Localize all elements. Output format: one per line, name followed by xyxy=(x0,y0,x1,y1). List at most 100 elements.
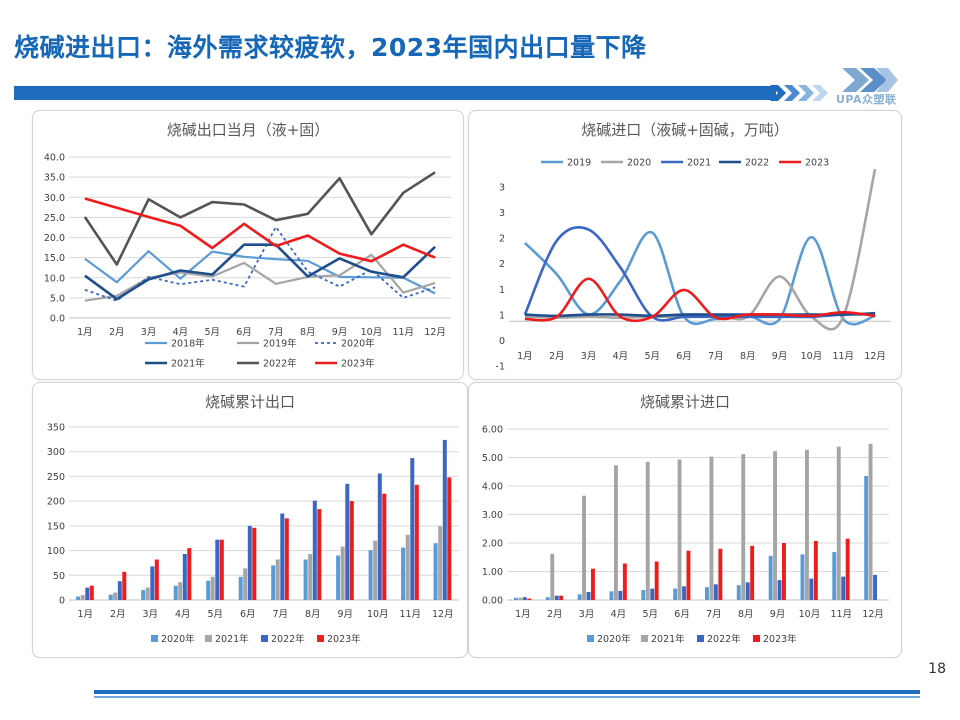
bar-2021年-2月 xyxy=(113,592,118,600)
bar-2021年-5月 xyxy=(645,461,650,600)
x-tick-label: 12月 xyxy=(424,327,446,338)
x-tick-label: 10月 xyxy=(799,609,821,620)
bar-2022年-7月 xyxy=(280,513,285,600)
y-tick-label: 4.00 xyxy=(482,482,503,493)
y-tick-label: 40.0 xyxy=(44,153,65,164)
x-tick-label: 3月 xyxy=(579,609,595,620)
legend-label: 2022年 xyxy=(271,633,305,645)
bar-2022年-4月 xyxy=(182,554,187,600)
bar-2022年-1月 xyxy=(522,597,527,600)
y-tick-label: 30.0 xyxy=(44,193,65,204)
x-tick-label: 3月 xyxy=(141,327,157,338)
bar-2021年-12月 xyxy=(868,443,873,600)
y-tick-label: 25.0 xyxy=(44,213,65,224)
y-tick-label: 50 xyxy=(53,571,65,582)
x-tick-label: 6月 xyxy=(676,351,692,362)
bar-2023年-3月 xyxy=(591,568,595,600)
bar-2023年-4月 xyxy=(187,548,192,600)
chart-title: 烧碱出口当月（液+固） xyxy=(167,121,330,139)
x-tick-label: 8月 xyxy=(305,609,321,620)
bar-2020年-12月 xyxy=(433,543,438,600)
x-tick-label: 7月 xyxy=(708,351,724,362)
x-tick-label: 8月 xyxy=(738,609,754,620)
series-line-2023年 xyxy=(84,197,436,263)
bar-2020年-12月 xyxy=(864,476,869,600)
series-line-2023 xyxy=(524,277,876,323)
bar-2020年-8月 xyxy=(303,559,308,600)
y-tick-label: 10.0 xyxy=(44,273,65,284)
x-tick-label: 7月 xyxy=(706,609,722,620)
chart-panel-export-cumulative: 烧碱累计出口 0 50 100 150 200 250 300 350 1月 2月 3月 4月 5月 6月 7… xyxy=(32,382,468,658)
y-tick-label: 3 xyxy=(499,208,505,219)
chart-export-cumulative: 烧碱累计出口 0 50 100 150 200 250 300 350 1月 2月 3月 4月 5月 6月 7… xyxy=(47,393,459,645)
bar-2020年-10月 xyxy=(368,550,373,600)
y-tick-label: 0.0 xyxy=(50,314,65,325)
bar-2020年-5月 xyxy=(641,590,646,600)
x-tick-label: 7月 xyxy=(268,327,284,338)
bar-2023年-2月 xyxy=(122,571,127,600)
x-tick-label: 11月 xyxy=(399,609,421,620)
bar-2021年-5月 xyxy=(210,576,215,600)
bar-2023年-11月 xyxy=(845,538,850,600)
legend-label: 2023年 xyxy=(327,633,361,645)
y-tick-label: 100 xyxy=(47,546,65,557)
x-tick-label: 5月 xyxy=(644,351,660,362)
x-tick-label: 1月 xyxy=(77,327,93,338)
series-line-2018年 xyxy=(84,250,436,295)
bar-2022年-8月 xyxy=(745,582,750,600)
x-tick-label: 10月 xyxy=(801,351,823,362)
y-tick-label: 250 xyxy=(47,472,65,483)
bar-2020年-8月 xyxy=(736,585,741,600)
bar-2023年-2月 xyxy=(559,595,564,600)
y-tick-label: 1 xyxy=(499,310,505,321)
bar-2020年-1月 xyxy=(514,597,518,600)
y-tick-label: 35.0 xyxy=(44,173,65,184)
bar-2023年-8月 xyxy=(750,545,755,600)
x-tick-label: 5月 xyxy=(207,609,223,620)
legend-label: 2022年 xyxy=(707,633,741,645)
y-tick-label: 3 xyxy=(499,183,505,194)
legend-swatch xyxy=(151,635,158,642)
bar-2022年-1月 xyxy=(85,587,90,600)
x-tick-label: 9月 xyxy=(337,609,353,620)
bar-2021年-3月 xyxy=(582,495,586,600)
bar-2020年-7月 xyxy=(705,587,709,600)
y-tick-label: 15.0 xyxy=(44,253,65,264)
series-line-2020年 xyxy=(84,226,436,302)
bar-2020年-4月 xyxy=(173,585,178,600)
bar-2022年-11月 xyxy=(410,458,415,600)
x-tick-label: 3月 xyxy=(581,351,597,362)
bar-2021年-4月 xyxy=(614,465,618,600)
bar-2022年-10月 xyxy=(809,578,814,600)
x-tick-label: 11月 xyxy=(830,609,852,620)
legend-label: 2020 xyxy=(627,158,651,169)
legend-label: 2019 xyxy=(567,158,591,169)
y-tick-label: 5.00 xyxy=(482,453,503,464)
bar-2020年-2月 xyxy=(545,597,550,600)
bar-2022年-5月 xyxy=(215,539,220,600)
x-tick-label: 7月 xyxy=(272,609,288,620)
y-tick-label: 0 xyxy=(59,596,65,607)
bar-2020年-7月 xyxy=(271,565,276,600)
bar-2020年-6月 xyxy=(238,576,243,600)
bar-2022年-12月 xyxy=(442,439,447,600)
bar-2022年-5月 xyxy=(650,588,655,600)
logo-text: UPA众塑联 xyxy=(836,93,897,106)
bar-2021年-8月 xyxy=(308,554,313,600)
bar-2021年-6月 xyxy=(677,459,682,600)
legend-label: 2021年 xyxy=(171,358,205,370)
legend-label: 2023年 xyxy=(763,633,797,645)
legend-swatch xyxy=(205,635,212,642)
bar-2023年-3月 xyxy=(154,559,159,600)
y-tick-label: 20.0 xyxy=(44,233,65,244)
bar-2023年-7月 xyxy=(718,548,723,600)
x-tick-label: 11月 xyxy=(392,327,414,338)
legend-swatch xyxy=(317,635,324,642)
bar-2023年-9月 xyxy=(349,501,354,600)
bar-2020年-2月 xyxy=(108,594,113,600)
x-tick-label: 8月 xyxy=(300,327,316,338)
bar-2022年-2月 xyxy=(554,595,559,600)
x-tick-label: 10月 xyxy=(367,609,389,620)
legend-label: 2022年 xyxy=(263,358,297,370)
bar-2022年-2月 xyxy=(117,581,122,600)
